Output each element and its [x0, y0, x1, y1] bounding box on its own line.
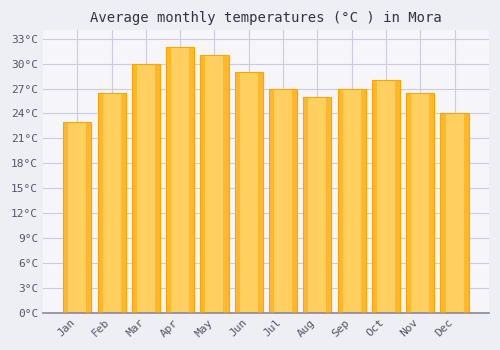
Bar — [372, 80, 400, 313]
Bar — [234, 72, 240, 313]
Bar — [326, 97, 332, 313]
Bar — [258, 72, 263, 313]
Bar — [234, 72, 263, 313]
Bar — [464, 113, 468, 313]
Bar — [338, 89, 365, 313]
Bar — [395, 80, 400, 313]
Bar — [120, 93, 126, 313]
Bar — [440, 113, 446, 313]
Bar — [86, 122, 92, 313]
Bar — [430, 93, 434, 313]
Bar — [292, 89, 297, 313]
Bar — [189, 47, 194, 313]
Bar — [200, 55, 228, 313]
Bar — [406, 93, 411, 313]
Bar — [372, 80, 377, 313]
Bar — [132, 64, 137, 313]
Bar — [166, 47, 171, 313]
Bar — [132, 64, 160, 313]
Bar — [269, 89, 297, 313]
Bar — [98, 93, 126, 313]
Bar — [200, 55, 205, 313]
Title: Average monthly temperatures (°C ) in Mora: Average monthly temperatures (°C ) in Mo… — [90, 11, 442, 25]
Bar — [304, 97, 332, 313]
Bar — [98, 93, 102, 313]
Bar — [406, 93, 434, 313]
Bar — [155, 64, 160, 313]
Bar — [63, 122, 68, 313]
Bar — [338, 89, 342, 313]
Bar — [224, 55, 228, 313]
Bar — [166, 47, 194, 313]
Bar — [269, 89, 274, 313]
Bar — [440, 113, 468, 313]
Bar — [360, 89, 366, 313]
Bar — [63, 122, 92, 313]
Bar — [304, 97, 308, 313]
